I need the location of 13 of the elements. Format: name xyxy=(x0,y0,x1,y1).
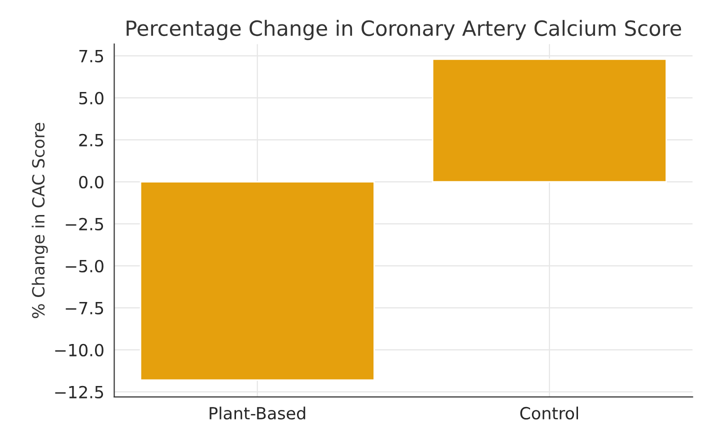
y-tick-label: −12.5 xyxy=(55,386,104,398)
y-tick-label: −2.5 xyxy=(66,218,104,230)
y-tick-label: 0.0 xyxy=(79,176,104,188)
x-tick-label: Control xyxy=(520,406,578,420)
y-tick-label: −7.5 xyxy=(66,302,104,314)
x-tick-label: Plant-Based xyxy=(210,406,306,420)
y-tick-label: 2.5 xyxy=(79,134,104,146)
y-tick-label: −10.0 xyxy=(55,344,104,356)
y-tick-label: 7.5 xyxy=(79,50,104,62)
y-tick-label: 5.0 xyxy=(79,92,104,104)
y-axis-title: % Change in CAC Score xyxy=(32,122,48,318)
y-tick-label: −5.0 xyxy=(66,260,104,272)
chart-title: Percentage Change in Coronary Artery Calcium Score xyxy=(126,20,682,40)
